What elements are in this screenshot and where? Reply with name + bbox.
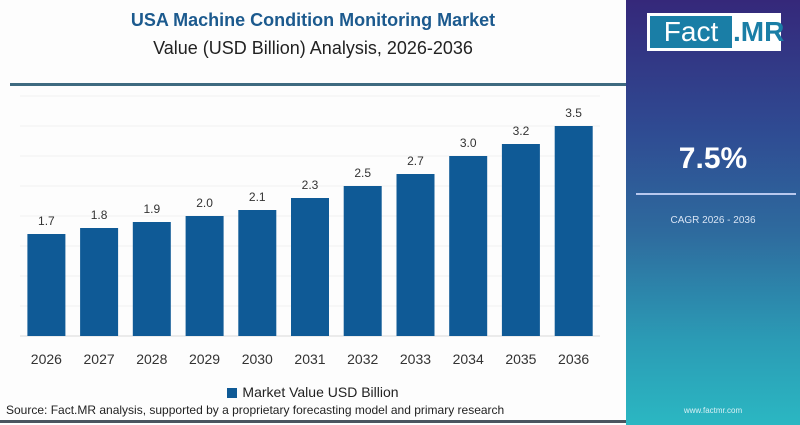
data-label-2027: 1.8 [91,208,108,222]
data-label-2028: 1.9 [143,202,160,216]
bar-2030 [238,210,277,336]
logo-mr-text: .MR [733,16,785,47]
x-tick-2029: 2029 [189,351,220,367]
bar-2032 [343,186,382,336]
x-tick-2036: 2036 [558,351,589,367]
legend-label: Market Value USD Billion [242,384,399,400]
bar-2033 [396,174,435,336]
data-label-2029: 2.0 [196,196,213,210]
data-label-2030: 2.1 [249,190,266,204]
chart-legend: Market Value USD Billion [0,384,626,400]
data-labels: 1.7 1.8 1.9 2.0 2.1 2.3 2.5 2.7 3.0 3.2 3.5 [38,106,582,228]
chart-subtitle: Value (USD Billion) Analysis, 2026-2036 [153,38,473,58]
x-tick-2035: 2035 [505,351,536,367]
data-label-2034: 3.0 [460,136,477,150]
chart-header: USA Machine Condition Monitoring Market … [0,0,626,82]
bar-2026 [27,234,66,336]
x-tick-2031: 2031 [294,351,325,367]
x-tick-2028: 2028 [136,351,167,367]
bar-2027 [80,228,119,336]
header-divider [10,83,626,86]
legend-swatch [227,388,238,398]
factmr-logo: Fact .MR [647,13,785,51]
cagr-value: 7.5% [678,142,748,175]
data-label-2026: 1.7 [38,214,55,228]
cagr-divider [636,193,796,195]
bar-chart: 1.7 1.8 1.9 2.0 2.12.32.52.73.03.23.5 2026 20… [20,95,600,367]
source-note: Source: Fact.MR analysis, supported by a… [6,403,505,417]
cagr-panel: Fact .MR 7.5% CAGR 2026 - 2036 www.factm… [626,0,800,425]
bar-2034 [449,156,488,336]
x-tick-2030: 2030 [242,351,273,367]
data-label-2032: 2.5 [354,166,371,180]
bar-2028 [132,222,171,336]
bar-2029 [185,216,224,336]
website-url: www.factmr.com [683,406,743,415]
chart-title: USA Machine Condition Monitoring Market [130,10,496,30]
bar-2035 [501,144,540,336]
x-tick-2034: 2034 [453,351,484,367]
chart-area: USA Machine Condition Monitoring Market … [0,0,626,423]
bar-2036 [554,126,593,336]
footer-divider [0,420,626,423]
logo-fact-text: Fact [650,16,732,48]
data-label-2036: 3.5 [565,106,582,120]
x-tick-2026: 2026 [31,351,62,367]
data-label-2031: 2.3 [302,178,319,192]
data-label-2035: 3.2 [513,124,530,138]
bar-2031 [291,198,329,336]
x-tick-2027: 2027 [84,351,115,367]
x-tick-labels: 2026 2027 2028 2029 2030 2031 2032 2033 2034 2035… [31,351,590,367]
x-tick-2033: 2033 [400,351,431,367]
cagr-label: CAGR 2026 - 2036 [670,215,756,226]
bars [27,126,593,336]
data-label-2033: 2.7 [407,154,424,168]
x-tick-2032: 2032 [347,351,378,367]
